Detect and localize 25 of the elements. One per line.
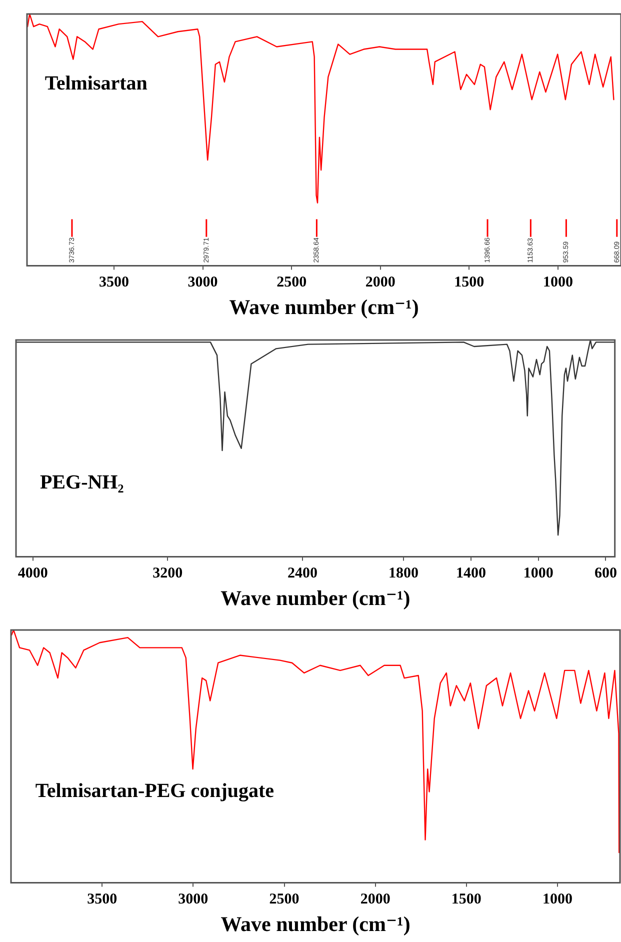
x-tick-label: 600 xyxy=(594,566,617,582)
x-tick-label: 1000 xyxy=(523,566,554,582)
x-axis-title: Wave number (cm⁻¹) xyxy=(220,586,410,610)
x-tick-label: 2000 xyxy=(360,892,390,908)
annotation: PEG-NH₂ xyxy=(40,471,124,494)
x-tick-label: 1000 xyxy=(542,892,573,908)
x-tick-label: 1500 xyxy=(451,892,482,908)
x-tick-label: 3500 xyxy=(99,274,130,291)
x-tick-label: 1500 xyxy=(454,274,484,291)
x-tick-label: 2400 xyxy=(287,566,318,582)
x-tick-label: 2500 xyxy=(269,892,300,908)
x-tick-label: 3500 xyxy=(87,892,118,908)
x-tick-label: 2500 xyxy=(276,274,307,291)
x-tick-label: 2000 xyxy=(365,274,396,291)
x-tick-label: 4000 xyxy=(18,566,48,582)
x-tick-label: 1400 xyxy=(456,566,486,582)
x-axis-title: Wave number (cm⁻¹) xyxy=(229,294,419,319)
x-tick-label: 3000 xyxy=(178,892,208,908)
x-tick-label: 1000 xyxy=(542,274,573,291)
x-tick-label: 3000 xyxy=(188,274,218,291)
x-tick-label: 1800 xyxy=(388,566,419,582)
annotation: Telmisartan-PEG conjugate xyxy=(35,780,274,802)
x-axis-title: Wave number (cm⁻¹) xyxy=(220,912,410,936)
annotation: Telmisartan xyxy=(44,72,148,95)
x-tick-label: 3200 xyxy=(152,566,183,582)
